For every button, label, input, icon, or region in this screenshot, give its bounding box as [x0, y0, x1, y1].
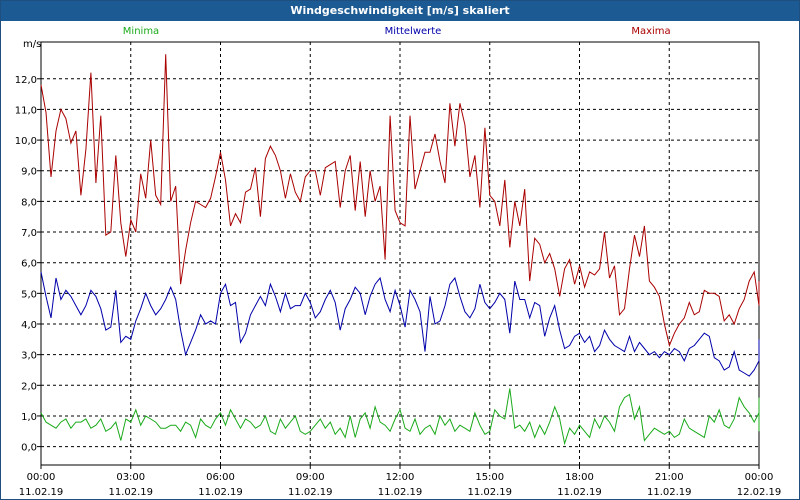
x-tick-date: 11.02.19	[557, 487, 602, 498]
legend-maxima: Maxima	[631, 26, 670, 37]
y-axis-label: m/s	[23, 39, 41, 50]
y-tick-label: 0,0	[21, 443, 37, 454]
y-tick-label: 9,0	[21, 167, 37, 178]
x-tick-time: 03:00	[116, 472, 145, 483]
y-tick-label: 2,0	[21, 381, 37, 392]
x-tick-time: 18:00	[565, 472, 594, 483]
series-lines	[40, 54, 760, 446]
x-tick-date: 11.02.19	[19, 487, 64, 498]
x-tick-time: 06:00	[206, 472, 235, 483]
y-axis-ticks: 0,0 1,0 2,0 3,0 4,0 5,0 6,0 7,0 8,0 9,0 10,0 11,0 12…	[15, 75, 41, 454]
x-tick-date: 12.02.19	[737, 487, 782, 498]
y-tick-label: 4,0	[21, 320, 37, 331]
y-tick-label: 8,0	[21, 197, 37, 208]
window-title: Windgeschwindigkeit [m/s] skaliert	[1, 1, 799, 21]
x-tick-time: 21:00	[655, 472, 684, 483]
y-tick-label: 12,0	[15, 75, 37, 86]
line-chart: Minima Mittelwerte Maxima m/s 0,0 1,0 2,0 3,0…	[15, 26, 782, 498]
y-tick-label: 10,0	[15, 136, 37, 147]
x-tick-time: 00:00	[27, 472, 56, 483]
x-tick-date: 11.02.19	[378, 487, 423, 498]
x-tick-time: 09:00	[296, 472, 325, 483]
chart-legend: Minima Mittelwerte Maxima	[123, 26, 671, 37]
x-tick-date: 11.02.19	[108, 487, 153, 498]
x-tick-time: 15:00	[475, 472, 504, 483]
y-tick-label: 7,0	[21, 228, 37, 239]
x-axis-ticks: 00:00 11.02.19 03:00 11.02.19 06:00 11.02.19 0…	[19, 465, 782, 498]
series-minima-line	[40, 388, 760, 446]
x-tick-date: 11.02.19	[467, 487, 512, 498]
x-tick-date: 11.02.19	[198, 487, 243, 498]
legend-minima: Minima	[123, 26, 159, 37]
grid-lines	[41, 42, 759, 465]
y-tick-label: 6,0	[21, 259, 37, 270]
series-maxima-line	[40, 54, 760, 348]
x-tick-date: 11.02.19	[647, 487, 692, 498]
y-tick-label: 3,0	[21, 351, 37, 362]
legend-mittelwerte: Mittelwerte	[385, 26, 442, 37]
x-tick-time: 00:00	[745, 472, 774, 483]
y-tick-label: 5,0	[21, 289, 37, 300]
x-tick-time: 12:00	[386, 472, 415, 483]
x-tick-date: 11.02.19	[288, 487, 333, 498]
y-tick-label: 11,0	[15, 105, 37, 116]
series-mittelwerte-line	[40, 271, 760, 377]
y-tick-label: 1,0	[21, 412, 37, 423]
